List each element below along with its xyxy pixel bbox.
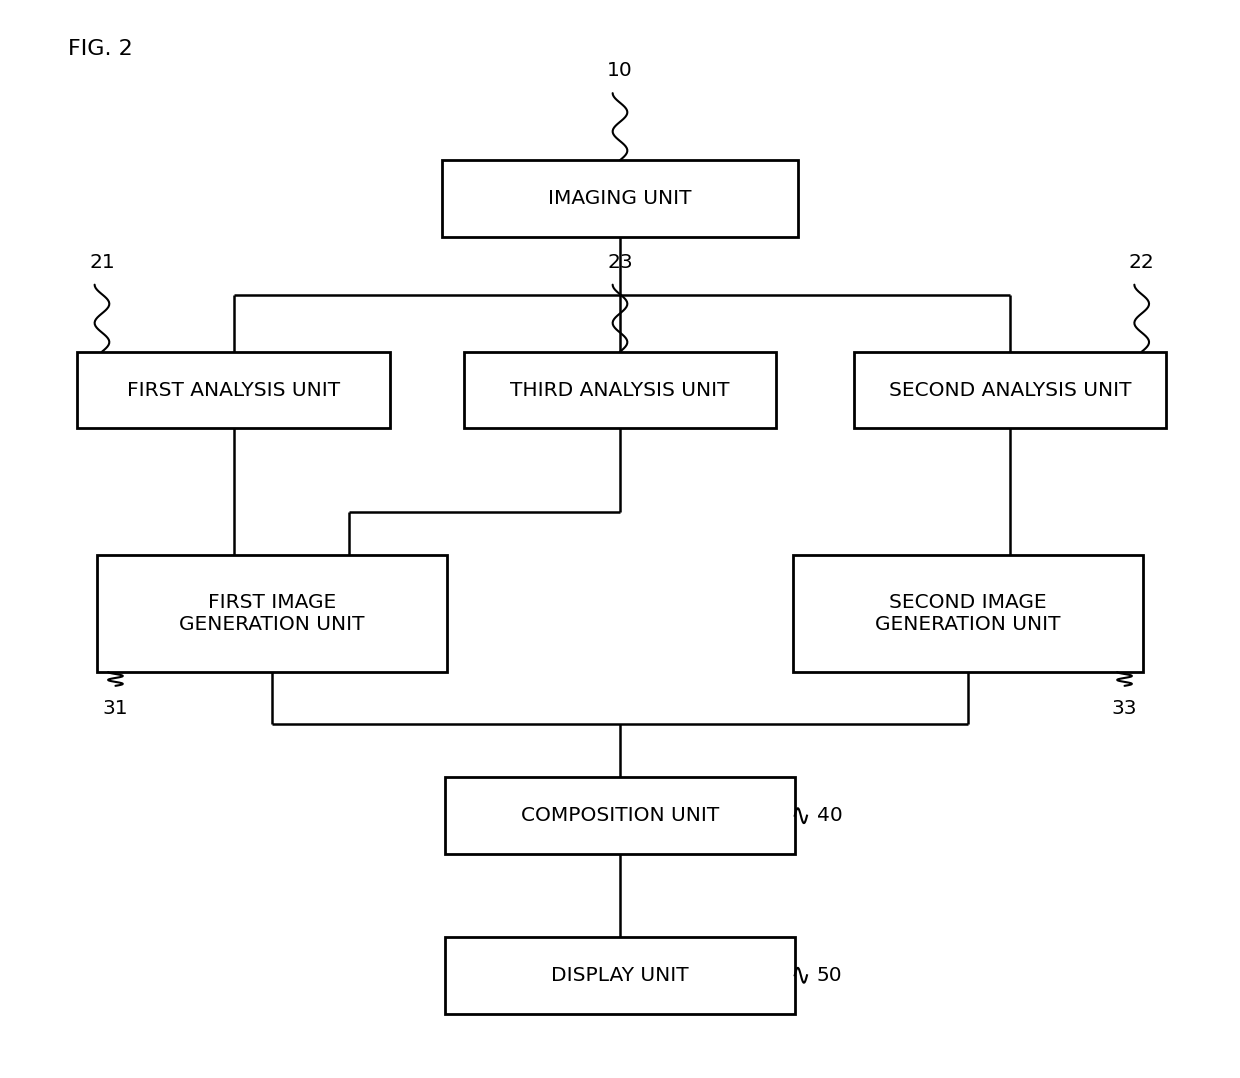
Text: SECOND IMAGE
GENERATION UNIT: SECOND IMAGE GENERATION UNIT <box>875 593 1061 634</box>
Text: 31: 31 <box>103 699 128 718</box>
Text: IMAGING UNIT: IMAGING UNIT <box>548 189 692 208</box>
Text: 10: 10 <box>608 61 632 81</box>
Text: FIRST ANALYSIS UNIT: FIRST ANALYSIS UNIT <box>128 381 340 400</box>
Text: 40: 40 <box>817 806 842 825</box>
Bar <box>77 351 391 428</box>
Text: 50: 50 <box>817 966 842 985</box>
Bar <box>445 937 795 1013</box>
Text: FIG. 2: FIG. 2 <box>68 39 133 59</box>
Text: 33: 33 <box>1112 699 1137 718</box>
Text: DISPLAY UNIT: DISPLAY UNIT <box>552 966 688 985</box>
Bar <box>97 555 446 672</box>
Text: 22: 22 <box>1128 253 1154 272</box>
Bar <box>853 351 1167 428</box>
Text: SECOND ANALYSIS UNIT: SECOND ANALYSIS UNIT <box>889 381 1131 400</box>
Bar <box>464 351 776 428</box>
Text: FIRST IMAGE
GENERATION UNIT: FIRST IMAGE GENERATION UNIT <box>179 593 365 634</box>
Bar <box>794 555 1143 672</box>
Text: 23: 23 <box>608 253 632 272</box>
Text: THIRD ANALYSIS UNIT: THIRD ANALYSIS UNIT <box>510 381 730 400</box>
Bar <box>445 777 795 854</box>
Text: 21: 21 <box>89 253 115 272</box>
Text: COMPOSITION UNIT: COMPOSITION UNIT <box>521 806 719 825</box>
Bar <box>443 161 797 237</box>
